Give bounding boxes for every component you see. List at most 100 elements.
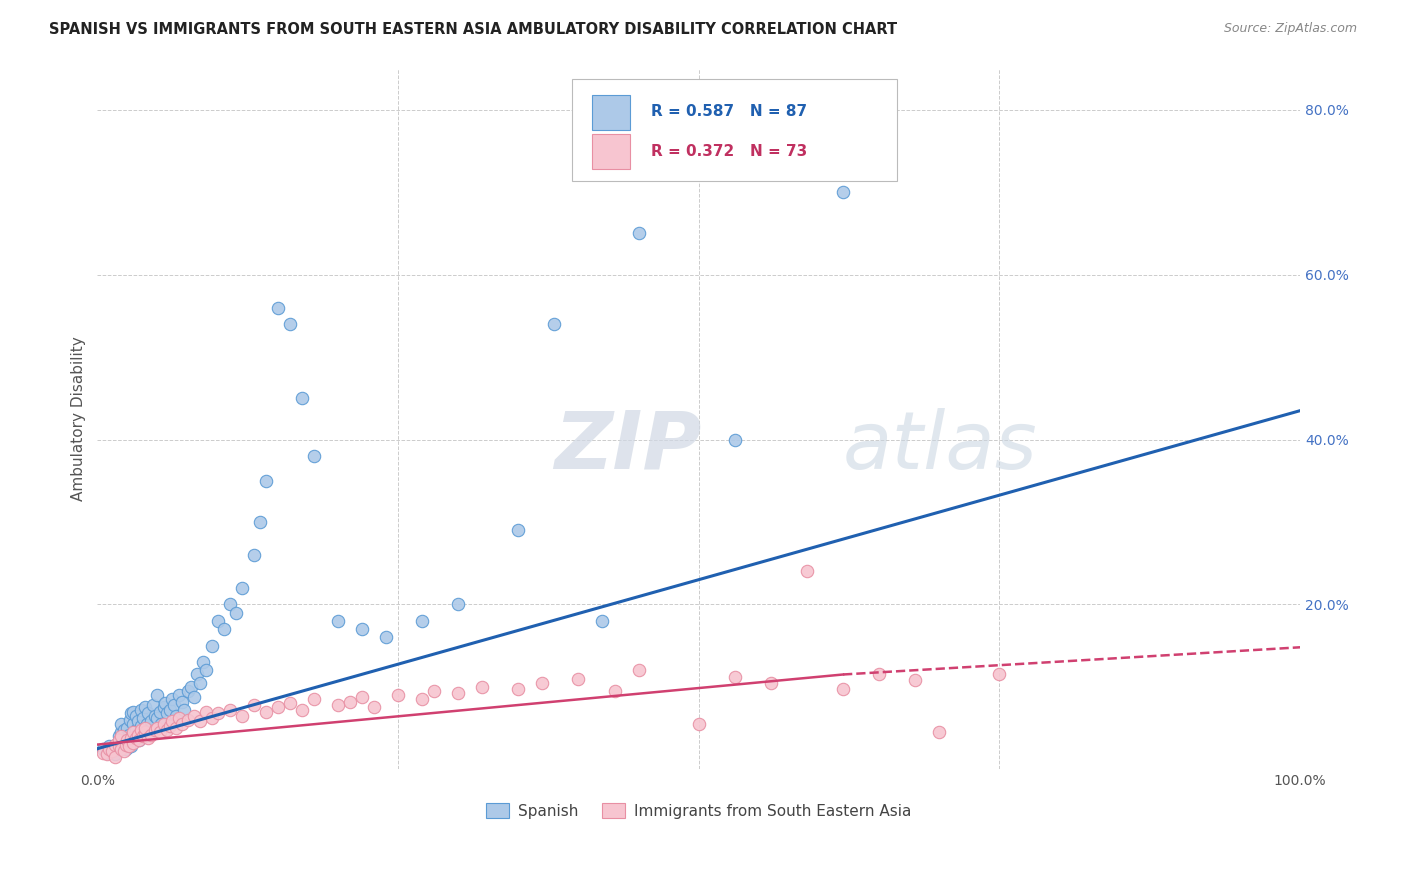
Point (125, 731, 148, 745)
Point (107, 736, 129, 750)
Point (110, 717, 132, 731)
Point (212, 622, 235, 636)
Point (832, 185, 855, 199)
Point (146, 721, 169, 735)
Point (98, 739, 121, 754)
Point (350, 622, 373, 636)
Point (170, 695, 193, 709)
Point (231, 708, 253, 723)
Point (339, 695, 361, 709)
Point (471, 680, 494, 694)
Point (104, 738, 127, 752)
Point (242, 548, 264, 562)
Point (988, 667, 1011, 681)
Text: atlas: atlas (844, 408, 1038, 486)
Point (291, 392, 314, 406)
Point (146, 688, 169, 702)
Point (225, 606, 247, 620)
Point (302, 692, 325, 706)
Point (122, 736, 145, 750)
Point (249, 515, 271, 529)
Point (508, 523, 530, 537)
Point (128, 733, 150, 747)
Point (117, 733, 139, 747)
Point (104, 747, 127, 762)
Point (134, 729, 156, 743)
Point (159, 719, 181, 733)
Point (543, 317, 565, 331)
Point (110, 725, 132, 739)
Point (125, 728, 148, 742)
Point (110, 741, 132, 756)
Point (108, 733, 131, 747)
Point (129, 723, 152, 737)
Point (160, 692, 183, 706)
Point (141, 728, 163, 742)
Point (278, 317, 301, 331)
Point (363, 700, 385, 714)
Point (375, 631, 398, 645)
Point (423, 684, 446, 698)
Point (724, 433, 747, 447)
Point (278, 697, 301, 711)
Point (134, 700, 156, 714)
Point (129, 719, 152, 733)
Text: ZIP: ZIP (554, 408, 702, 486)
Point (411, 614, 433, 628)
Point (108, 729, 131, 743)
Point (152, 700, 174, 714)
Point (101, 744, 124, 758)
Point (120, 739, 142, 754)
Point (143, 723, 166, 737)
Point (180, 680, 202, 694)
Point (122, 731, 145, 745)
Point (127, 714, 149, 729)
Point (267, 700, 290, 714)
Point (112, 744, 135, 758)
Point (125, 723, 148, 737)
Point (159, 703, 181, 717)
Text: R = 0.587   N = 87: R = 0.587 N = 87 (651, 103, 807, 119)
Point (115, 738, 138, 752)
Point (176, 684, 198, 698)
Point (326, 698, 349, 712)
Point (142, 698, 165, 712)
Point (207, 614, 229, 628)
FancyBboxPatch shape (592, 95, 630, 130)
Point (167, 711, 190, 725)
Point (242, 698, 264, 712)
Point (201, 711, 224, 725)
Point (98, 741, 121, 756)
Point (93, 746, 115, 760)
Point (117, 733, 139, 747)
Point (170, 717, 193, 731)
Point (201, 639, 224, 653)
Point (160, 714, 183, 729)
Point (112, 731, 135, 745)
Point (146, 711, 169, 725)
Point (724, 670, 747, 684)
Point (117, 721, 139, 735)
Point (194, 705, 217, 719)
Point (152, 717, 174, 731)
Point (134, 725, 156, 739)
Point (868, 667, 890, 681)
Point (150, 717, 173, 731)
Point (134, 721, 156, 735)
Point (186, 667, 208, 681)
Point (231, 581, 253, 595)
Point (411, 692, 433, 706)
Point (96, 746, 118, 760)
Point (254, 474, 277, 488)
Point (531, 675, 554, 690)
Point (832, 681, 855, 696)
Point (267, 301, 290, 315)
Point (118, 713, 141, 727)
Point (156, 723, 179, 737)
Point (627, 227, 650, 241)
Point (132, 729, 155, 743)
Text: SPANISH VS IMMIGRANTS FROM SOUTH EASTERN ASIA AMBULATORY DISABILITY CORRELATION : SPANISH VS IMMIGRANTS FROM SOUTH EASTERN… (49, 22, 897, 37)
Point (188, 675, 211, 690)
Point (136, 706, 159, 721)
Point (326, 614, 349, 628)
